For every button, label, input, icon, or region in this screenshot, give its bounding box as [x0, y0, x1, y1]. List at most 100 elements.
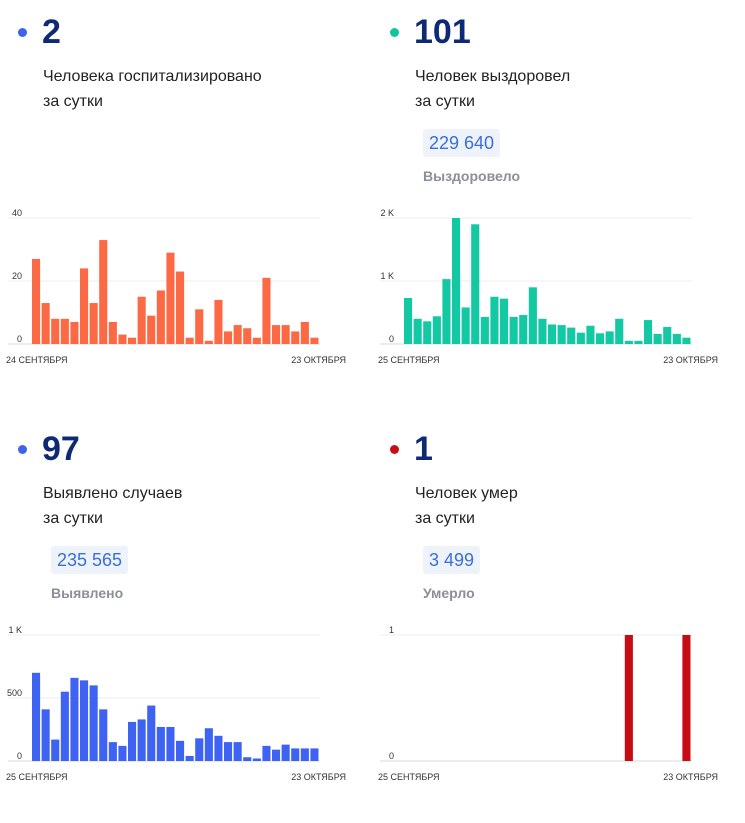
bar	[233, 325, 242, 344]
bar	[233, 742, 242, 761]
deaths-card: 1 Человек умер за сутки 3 499 Умерло 0 1 2…	[372, 417, 744, 823]
bar	[519, 315, 528, 344]
bar	[624, 340, 633, 344]
y-tick-label: 1	[389, 625, 394, 635]
bar	[480, 316, 489, 344]
bar	[108, 742, 117, 761]
bar	[300, 748, 309, 761]
bar	[272, 325, 281, 344]
cases-total: 235 565	[51, 546, 129, 574]
bar	[471, 224, 480, 344]
bar	[99, 709, 108, 761]
bar	[682, 635, 691, 761]
bar	[452, 218, 461, 344]
bar	[252, 758, 261, 761]
status-dot	[390, 28, 399, 37]
bar	[51, 739, 60, 761]
bar	[262, 277, 271, 344]
x-start-label: 25 СЕНТЯБРЯ	[378, 355, 440, 365]
bar	[243, 328, 252, 344]
x-start-label: 24 СЕНТЯБРЯ	[6, 355, 68, 365]
label-line-1: Человек выздоровел	[415, 68, 571, 85]
x-end-label: 23 ОКТЯБРЯ	[663, 355, 718, 365]
bar	[413, 318, 422, 344]
bar	[262, 745, 271, 761]
bar	[509, 316, 518, 344]
bar	[214, 735, 223, 761]
bar	[576, 332, 585, 344]
cases-total-label: Выявлено	[51, 585, 124, 601]
y-tick-label: 1 K	[8, 625, 22, 635]
bar	[291, 748, 300, 761]
bar	[204, 340, 213, 344]
bar	[404, 298, 413, 344]
bar	[224, 331, 233, 344]
label-line-1: Выявлено случаев	[43, 485, 183, 502]
bar	[272, 749, 281, 761]
bar	[281, 744, 290, 761]
bar	[32, 672, 41, 761]
bar	[500, 298, 509, 344]
bar	[557, 325, 566, 344]
x-start-label: 25 СЕНТЯБРЯ	[378, 772, 440, 782]
hospitalized-label: Человека госпитализировано за сутки	[43, 64, 343, 114]
recovered-total-label: Выздоровело	[423, 168, 521, 184]
bar	[147, 705, 156, 761]
recovered-chart: 0 1 K 2 K 25 СЕНТЯБРЯ 23 ОКТЯБРЯ	[378, 208, 718, 365]
bar	[156, 290, 165, 344]
y-tick-label: 0	[17, 751, 22, 761]
deaths-total: 3 499	[423, 546, 481, 574]
recovered-card: 101 Человек выздоровел за сутки 229 640 …	[372, 0, 744, 406]
bar	[118, 334, 127, 344]
bar	[634, 340, 643, 344]
hospitalized-value: 2	[42, 13, 61, 51]
bar	[442, 279, 451, 344]
recovered-label: Человек выздоровел за сутки	[415, 64, 715, 114]
bar	[663, 326, 672, 344]
bar	[128, 337, 137, 344]
bar	[80, 268, 89, 344]
bar	[423, 321, 432, 344]
bar	[644, 320, 653, 344]
cases-label: Выявлено случаев за сутки	[43, 481, 343, 531]
label-line-2: за сутки	[415, 510, 475, 527]
status-dot	[18, 28, 27, 37]
bar	[214, 299, 223, 344]
recovered-value: 101	[414, 13, 471, 51]
bar	[99, 240, 108, 344]
y-tick-label: 1 K	[380, 271, 394, 281]
bar	[185, 337, 194, 344]
deaths-chart: 0 1 25 СЕНТЯБРЯ 23 ОКТЯБРЯ	[378, 625, 718, 782]
bar	[672, 333, 681, 344]
y-tick-label: 2 K	[380, 208, 394, 218]
bar	[605, 331, 614, 344]
bar	[195, 738, 204, 761]
label-line-1: Человека госпитализировано	[43, 68, 262, 85]
hospitalized-card: 2 Человека госпитализировано за сутки 0 2…	[0, 0, 372, 406]
cases-value: 97	[42, 430, 80, 468]
bar	[70, 677, 79, 761]
bar	[682, 337, 691, 344]
label-line-2: за сутки	[43, 510, 103, 527]
bar	[490, 296, 499, 344]
status-dot	[390, 445, 399, 454]
bar	[89, 685, 98, 761]
deaths-value: 1	[414, 430, 433, 468]
bar	[185, 755, 194, 761]
x-start-label: 25 СЕНТЯБРЯ	[6, 772, 68, 782]
y-tick-label: 0	[389, 334, 394, 344]
bar	[176, 740, 185, 761]
deaths-label: Человек умер за сутки	[415, 481, 715, 531]
cases-chart: 0 500 1 K 25 СЕНТЯБРЯ 23 ОКТЯБРЯ	[6, 625, 346, 782]
bar	[300, 321, 309, 344]
y-tick-label: 0	[389, 751, 394, 761]
y-tick-label: 0	[17, 334, 22, 344]
bar	[41, 303, 50, 344]
label-line-2: за сутки	[43, 93, 103, 110]
bar	[252, 337, 261, 344]
bar	[310, 337, 319, 344]
bar	[596, 333, 605, 344]
bar	[32, 258, 41, 344]
bar	[548, 324, 557, 344]
x-end-label: 23 ОКТЯБРЯ	[291, 772, 346, 782]
